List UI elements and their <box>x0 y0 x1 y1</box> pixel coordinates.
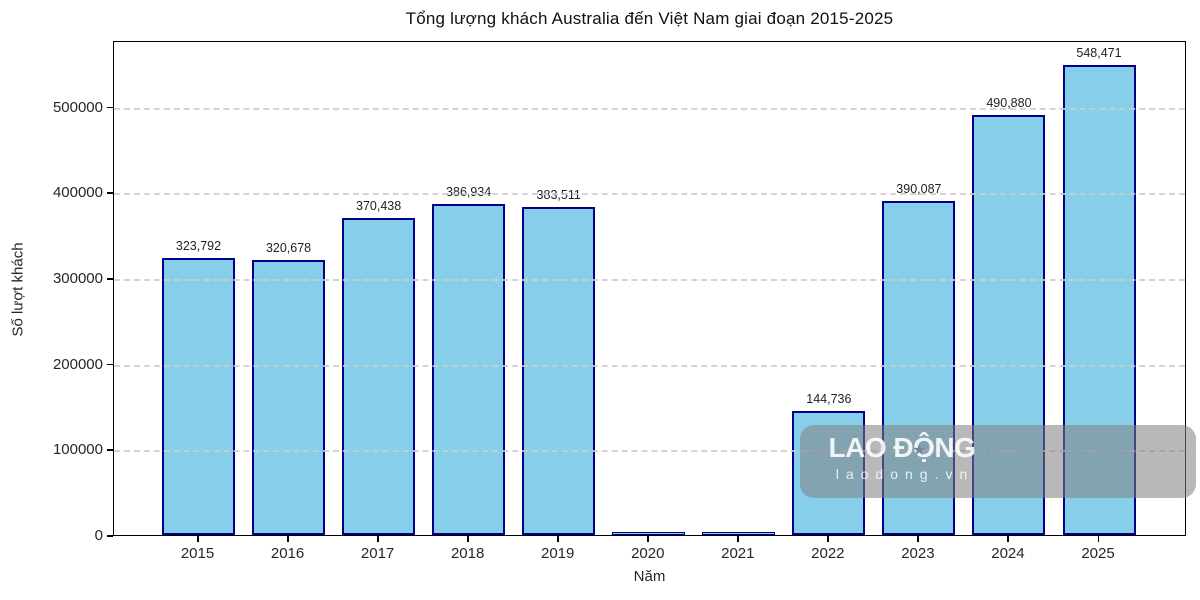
x-tick-label-2025: 2025 <box>1081 545 1115 562</box>
x-tick-mark <box>737 536 739 542</box>
star-icon: ★ <box>912 442 927 459</box>
bar-value-label-2025: 548,471 <box>1076 46 1122 61</box>
y-tick-mark <box>107 106 113 109</box>
watermark-url-text: laodong.vn <box>835 466 975 482</box>
watermark-text: LAO ĐỘNG laodong.vn <box>824 432 980 483</box>
x-tick-label-2015: 2015 <box>180 545 215 562</box>
y-tick-mark <box>107 363 113 366</box>
y-tick-mark <box>107 449 113 451</box>
bar-value-label-2024: 490,880 <box>986 95 1032 110</box>
bar-value-label-2015: 323,792 <box>175 238 222 253</box>
watermark-logo-text: LAO ĐỘNG <box>828 432 976 463</box>
bar-value-label-2017: 370,438 <box>356 198 402 213</box>
y-tick-label-400000: 400000 <box>52 184 103 202</box>
bar-value-label-2016: 320,678 <box>265 241 312 256</box>
x-tick-mark <box>917 536 919 542</box>
y-tick-label-200000: 200000 <box>52 355 103 373</box>
x-tick-label-2024: 2024 <box>991 545 1025 562</box>
x-tick-label-2021: 2021 <box>721 545 755 562</box>
y-tick-label-0: 0 <box>94 527 103 544</box>
bar-2015 <box>162 257 235 535</box>
bar-2018 <box>432 203 506 535</box>
y-tick-label-300000: 300000 <box>52 270 103 288</box>
x-tick-label-2020: 2020 <box>631 545 665 562</box>
x-tick-label-2022: 2022 <box>811 545 845 562</box>
bar-value-label-2019: 383,511 <box>536 187 581 202</box>
bar-value-label-2022: 144,736 <box>806 392 852 407</box>
y-tick-mark <box>107 192 113 194</box>
chart-title: Tổng lượng khách Australia đến Việt Nam … <box>405 9 894 28</box>
x-tick-label-2016: 2016 <box>270 545 305 562</box>
x-tick-mark <box>377 536 379 542</box>
bar-value-label-2018: 386,934 <box>446 184 492 199</box>
x-tick-mark <box>287 536 289 542</box>
bar-value-label-2023: 390,087 <box>896 181 942 196</box>
y-tick-label-500000: 500000 <box>52 98 103 116</box>
x-tick-mark <box>827 536 829 542</box>
x-tick-label-2017: 2017 <box>360 545 395 562</box>
laodong-watermark: LAO ĐỘNG laodong.vn ★ <box>800 425 1196 498</box>
x-tick-mark <box>1097 536 1099 542</box>
bar-2017 <box>342 217 416 535</box>
x-tick-mark <box>197 536 199 542</box>
bar-2016 <box>252 260 326 535</box>
x-tick-label-2023: 2023 <box>901 545 935 562</box>
x-tick-mark <box>557 536 559 542</box>
x-tick-mark <box>647 536 649 542</box>
bar-2019 <box>522 206 596 535</box>
y-tick-label-100000: 100000 <box>52 441 103 459</box>
bar-2021 <box>702 532 776 535</box>
x-tick-label-2018: 2018 <box>450 545 485 562</box>
y-axis-label: Số lượt khách <box>9 242 27 337</box>
y-tick-mark <box>107 535 113 537</box>
bar-2020 <box>612 532 686 535</box>
y-tick-mark <box>107 278 113 280</box>
x-axis-label: Năm <box>633 568 666 585</box>
x-tick-label-2019: 2019 <box>541 545 575 562</box>
x-tick-mark <box>1007 536 1009 542</box>
x-tick-mark <box>467 536 469 542</box>
